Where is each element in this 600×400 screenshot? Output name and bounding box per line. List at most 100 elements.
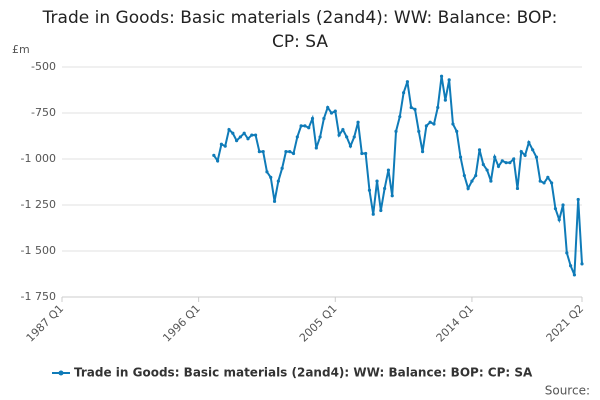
point <box>333 109 337 113</box>
point <box>489 179 493 183</box>
point <box>390 194 394 198</box>
y-tick-label: -1 500 <box>21 244 56 257</box>
point <box>265 170 269 174</box>
point <box>307 126 311 130</box>
x-tick-label: 1987 Q1 <box>24 302 67 345</box>
point <box>303 124 307 128</box>
point <box>500 159 504 163</box>
chart-title: Trade in Goods: Basic materials (2and4):… <box>42 8 558 52</box>
point <box>329 111 334 115</box>
point <box>227 127 231 132</box>
point <box>405 80 410 84</box>
y-tick-label: -750 <box>31 106 56 119</box>
point <box>420 150 425 154</box>
point <box>531 148 535 152</box>
point <box>402 91 406 95</box>
point <box>565 251 569 255</box>
point <box>272 199 277 203</box>
point <box>360 151 364 156</box>
point <box>348 144 353 148</box>
point <box>538 179 542 183</box>
point <box>432 122 436 126</box>
point <box>269 175 273 179</box>
x-tick-label: 1996 Q1 <box>160 302 203 345</box>
point <box>371 212 375 216</box>
point <box>550 181 554 185</box>
point <box>288 150 292 154</box>
point <box>356 120 360 124</box>
point <box>364 151 368 156</box>
point <box>527 140 531 145</box>
point <box>295 135 299 139</box>
point <box>569 264 573 268</box>
point <box>493 155 497 159</box>
point <box>512 157 516 161</box>
point <box>280 166 284 170</box>
point <box>436 105 440 110</box>
point <box>424 124 428 128</box>
point <box>546 175 550 179</box>
point <box>345 135 349 139</box>
point <box>439 74 444 78</box>
point <box>253 133 258 137</box>
point <box>223 144 227 148</box>
point <box>326 105 330 110</box>
source: Source: <box>545 384 590 398</box>
point <box>394 129 398 133</box>
point <box>466 186 470 191</box>
y-tick-label: -1 000 <box>21 152 56 165</box>
point <box>576 197 580 202</box>
point <box>515 186 520 191</box>
point <box>314 146 318 150</box>
point <box>455 129 459 133</box>
point <box>519 150 523 154</box>
point <box>367 188 372 192</box>
point <box>443 98 447 102</box>
point <box>212 153 216 157</box>
point <box>561 203 565 207</box>
point <box>470 179 474 183</box>
point <box>291 151 296 156</box>
point <box>261 150 265 154</box>
point <box>481 162 485 167</box>
point <box>417 129 421 133</box>
point <box>383 186 387 191</box>
point <box>352 135 356 139</box>
point <box>496 164 501 168</box>
point <box>246 137 250 141</box>
point <box>234 139 239 143</box>
x-tick-label: 2014 Q1 <box>434 302 477 345</box>
point <box>447 78 451 82</box>
point <box>231 131 235 135</box>
point <box>219 142 224 146</box>
y-axis-label: £m <box>12 43 30 56</box>
point <box>284 150 288 154</box>
x-tick-label: 2005 Q1 <box>297 302 340 345</box>
point <box>508 161 512 165</box>
point <box>257 150 261 154</box>
point <box>375 179 379 183</box>
point <box>485 168 489 172</box>
point <box>557 218 561 222</box>
point <box>379 208 383 213</box>
point <box>477 148 482 152</box>
point <box>276 179 280 183</box>
y-tick-label: -1 750 <box>21 290 56 303</box>
point <box>337 133 341 137</box>
y-tick-label: -1 250 <box>21 198 56 211</box>
point <box>413 107 417 111</box>
point <box>458 155 463 159</box>
point <box>542 181 546 185</box>
point <box>238 135 242 139</box>
legend-marker <box>58 370 64 376</box>
point <box>451 122 455 126</box>
point <box>523 153 527 157</box>
point <box>462 173 466 178</box>
point <box>534 155 539 159</box>
line <box>212 76 583 276</box>
point <box>474 173 478 178</box>
point <box>553 207 558 211</box>
point <box>572 273 577 277</box>
